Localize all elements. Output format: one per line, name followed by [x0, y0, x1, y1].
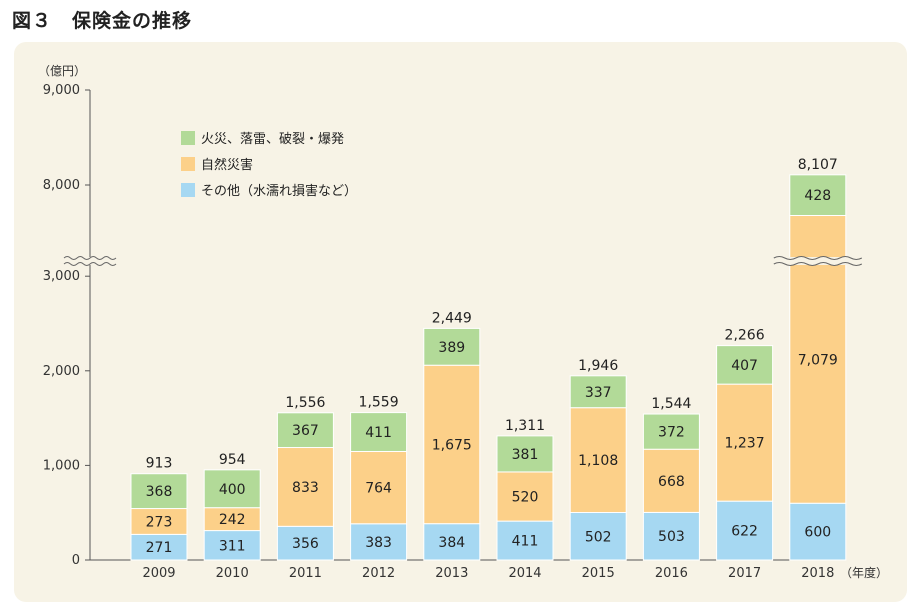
bar-total-label: 8,107	[798, 157, 838, 173]
bar-total-label: 1,544	[651, 396, 691, 412]
bar-segment	[350, 450, 408, 525]
segment-value-label: 833	[292, 480, 319, 496]
bar-total-label: 2,266	[725, 328, 765, 344]
segment-value-label: 384	[438, 535, 465, 551]
bar-segment	[130, 533, 188, 561]
segment-value-label: 668	[658, 474, 685, 490]
bar-segment	[642, 448, 700, 513]
segment-value-label: 372	[658, 425, 685, 441]
segment-value-label: 356	[292, 536, 319, 552]
figure-title: 図３ 保険金の推移	[12, 10, 193, 32]
segment-value-label: 428	[804, 188, 831, 204]
segment-value-label: 383	[365, 535, 392, 551]
bar-segment	[569, 407, 627, 514]
legend-swatch	[181, 131, 195, 145]
x-tick-label: 2015	[582, 566, 615, 581]
bar-segment	[276, 412, 334, 449]
bar-segment	[569, 375, 627, 409]
segment-value-label: 311	[219, 538, 246, 554]
segment-value-label: 381	[512, 447, 539, 463]
segment-value-label: 600	[804, 525, 831, 541]
bar-segment	[423, 364, 481, 525]
segment-value-label: 368	[146, 484, 173, 500]
segment-value-label: 389	[438, 340, 465, 356]
bar-total-label: 2,449	[432, 310, 472, 326]
segment-value-label: 764	[365, 481, 392, 497]
x-axis-label: （年度）	[840, 565, 888, 580]
bar-segment	[789, 174, 847, 216]
axis-break-line	[63, 256, 117, 260]
x-tick-label: 2017	[728, 566, 761, 581]
x-tick-label: 2014	[508, 566, 541, 581]
segment-value-label: 520	[512, 490, 539, 506]
y-axis-label: （億円）	[38, 64, 86, 78]
bar-total-label: 954	[219, 452, 246, 468]
segment-value-label: 273	[146, 514, 173, 530]
axis-break-gap	[76, 257, 106, 265]
segment-value-label: 367	[292, 423, 319, 439]
axis-break-marks	[63, 256, 863, 266]
bar-segment	[423, 327, 481, 366]
x-tick-label: 2011	[289, 566, 322, 581]
axis-break-line	[63, 262, 117, 266]
bar-total-label: 1,946	[578, 358, 618, 374]
bar-segment	[423, 523, 481, 561]
legend-label: その他（水濡れ損害など）	[201, 183, 357, 199]
bar-segment	[350, 412, 408, 452]
y-tick-label: 1,000	[43, 458, 80, 473]
y-tick-label: 9,000	[43, 83, 80, 98]
bar-total-label: 913	[146, 456, 173, 472]
segment-value-label: 242	[219, 512, 246, 528]
x-tick-label: 2010	[216, 566, 249, 581]
bar-break-line	[773, 256, 863, 260]
segment-value-label: 622	[731, 524, 758, 540]
segment-value-label: 400	[219, 482, 246, 498]
legend-swatch	[181, 183, 195, 197]
segment-value-label: 411	[365, 425, 392, 441]
x-tick-label: 2013	[435, 566, 468, 581]
segment-value-label: 1,675	[432, 437, 472, 453]
bar-segment	[203, 469, 261, 509]
x-tick-label: 2016	[655, 566, 688, 581]
legend-label: 自然災害	[201, 157, 253, 173]
segment-value-label: 1,237	[725, 436, 765, 452]
bar-segment	[203, 530, 261, 561]
segment-value-label: 407	[731, 358, 758, 374]
bar-segment	[496, 471, 554, 522]
y-tick-label: 0	[72, 553, 80, 568]
segment-value-label: 271	[146, 540, 173, 556]
x-tick-label: 2009	[142, 566, 175, 581]
y-tick-label: 3,000	[43, 269, 80, 284]
bar-segment	[276, 447, 334, 527]
bar-segment	[496, 435, 554, 473]
bar-segment	[716, 345, 774, 385]
bar-segment	[789, 502, 847, 561]
x-tick-label: 2012	[362, 566, 395, 581]
legend-label: 火災、落雷、破裂・爆発	[201, 132, 344, 147]
bar-total-label: 1,556	[285, 395, 325, 411]
y-tick-label: 8,000	[43, 178, 80, 193]
bar-segment	[642, 413, 700, 450]
bar-segment	[569, 512, 627, 561]
segment-value-label: 7,079	[798, 352, 838, 368]
bars-layer: 271 273 368 913 2009 311 242 400 954 2010 356 833 36…	[130, 157, 847, 581]
x-tick-label: 2018	[801, 566, 834, 581]
segment-value-label: 411	[512, 534, 539, 550]
bar-segment	[130, 473, 188, 510]
segment-value-label: 1,108	[578, 453, 618, 469]
bar-total-label: 1,311	[505, 418, 545, 434]
segment-value-label: 502	[585, 529, 612, 545]
legend-swatch	[181, 157, 195, 171]
y-ticks: 0 1,000 2,000 3,000 8,000 9,000	[43, 83, 90, 568]
segment-value-label: 503	[658, 529, 685, 545]
segment-value-label: 337	[585, 385, 612, 401]
bar-break-gap	[783, 257, 852, 265]
bar-segment	[716, 383, 774, 502]
bar-break-line	[773, 262, 863, 266]
y-tick-label: 2,000	[43, 364, 80, 379]
bar-total-label: 1,559	[359, 395, 399, 411]
